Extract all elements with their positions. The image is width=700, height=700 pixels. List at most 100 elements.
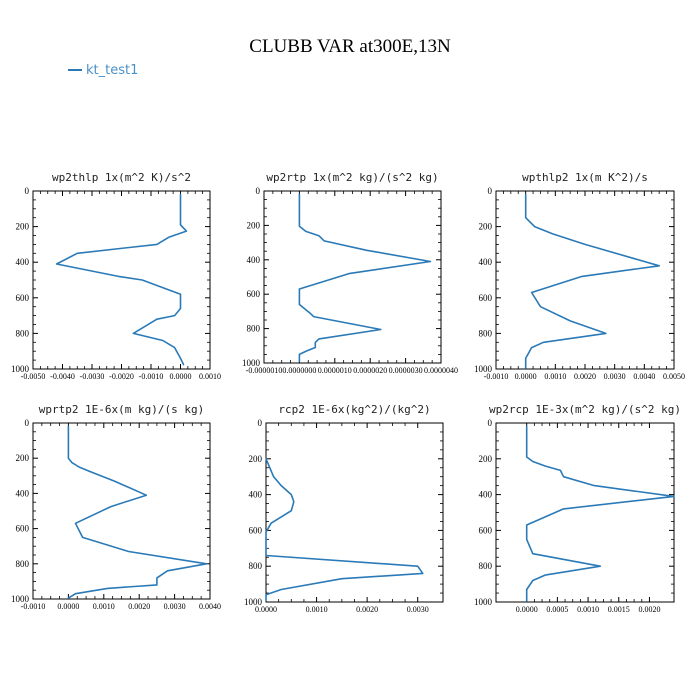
x-tick-label: 0.0030: [604, 372, 626, 381]
series-line: [265, 457, 424, 602]
panel-1: wp2thlp 1x(m^2 K)/s^202004006008001000-0…: [11, 171, 221, 381]
y-tick-label: 1000: [244, 597, 263, 607]
x-tick-label: 0.0000030: [389, 366, 423, 375]
panel-title: wp2thlp 1x(m^2 K)/s^2: [52, 171, 191, 184]
y-tick-label: 200: [247, 220, 261, 230]
legend: kt_test1: [68, 62, 138, 78]
x-tick-label: 0.0040: [199, 602, 221, 611]
panel-4: wprtp2 1E-6x(m kg)/(s kg) 0 200 400 600 800 10…: [11, 403, 221, 611]
x-tick-label: -0.0000010: [246, 366, 283, 375]
x-tick-label: -0.0020: [109, 372, 134, 381]
plot-frame: [32, 422, 211, 600]
x-tick-label: 0.0015: [608, 605, 630, 614]
plot-frame: [263, 190, 442, 364]
x-tick-label: 0.0000040: [424, 366, 458, 375]
y-tick-label: 600: [479, 293, 493, 303]
y-tick-label: 400: [249, 490, 263, 500]
plot-frame: [32, 190, 211, 370]
x-tick-label: 0.0020: [356, 605, 378, 614]
x-tick-label: 0.0010: [306, 605, 328, 614]
panel-title: wprtp2 1E-6x(m kg)/(s kg): [39, 403, 205, 416]
y-tick-label: 600: [479, 525, 493, 535]
y-tick-label: 0: [256, 186, 261, 196]
y-tick-label: 800: [16, 559, 30, 569]
x-tick-label: 0.0000000: [282, 366, 316, 375]
x-tick-label: 0.0020: [574, 372, 596, 381]
y-tick-label: 1000: [474, 597, 493, 607]
x-tick-label: 0.0010: [199, 372, 221, 381]
x-tick-label: -0.0040: [50, 372, 75, 381]
panel-6: wp2rcp 1E-3x(m^2 kg)/(s^2 kg) 0 200 400 600 8…: [474, 403, 681, 614]
y-tick-label: 800: [479, 561, 493, 571]
y-tick-label: 200: [249, 454, 263, 464]
y-tick-label: 800: [249, 561, 263, 571]
y-tick-label: 200: [479, 222, 493, 232]
x-tick-label: 0.0050: [663, 372, 685, 381]
y-tick-label: 1000: [11, 594, 30, 604]
x-tick-label: 0.0000: [255, 605, 277, 614]
y-tick-label: 600: [249, 525, 263, 535]
y-tick-label: 400: [16, 488, 30, 498]
plot-frame: [265, 422, 444, 603]
series-line: [525, 425, 675, 602]
y-tick-label: 600: [16, 293, 30, 303]
x-tick-label: -0.0010: [484, 372, 509, 381]
panel-title: rcp2 1E-6x(kg^2)/(kg^2): [278, 403, 430, 416]
x-tick-label: 0.0010: [93, 602, 115, 611]
y-tick-label: 0: [488, 418, 493, 428]
y-tick-label: 0: [25, 418, 30, 428]
y-tick-label: 1000: [474, 364, 493, 374]
plot-frame: [495, 422, 675, 603]
x-tick-label: 0.0000: [170, 372, 192, 381]
x-tick-label: 0.0000: [515, 372, 537, 381]
series-line: [524, 193, 661, 369]
panel-2: wp2rtp 1x(m^2 kg)/(s^2 kg) 0 200 400 600 800 1…: [242, 171, 458, 375]
panel-5: rcp2 1E-6x(kg^2)/(kg^2) 0 200 400 600 800 1000…: [244, 403, 444, 614]
legend-label: kt_test1: [86, 62, 139, 78]
x-tick-label: 0.0005: [546, 605, 568, 614]
x-tick-label: 0.0000: [516, 605, 538, 614]
y-tick-label: 200: [16, 222, 30, 232]
panel-title: wpthlp2 1x(m K^2)/s: [522, 171, 648, 184]
y-tick-label: 1000: [11, 364, 30, 374]
y-tick-label: 600: [247, 289, 261, 299]
x-tick-label: 0.0030: [164, 602, 186, 611]
plot-frame: [495, 190, 675, 370]
figure-title: CLUBB VAR at300E,13N: [249, 36, 451, 57]
y-tick-label: 400: [247, 255, 261, 265]
x-tick-label: 0.0000: [57, 602, 79, 611]
panel-title: wp2rtp 1x(m^2 kg)/(s^2 kg): [266, 171, 438, 184]
y-tick-label: 200: [479, 454, 493, 464]
y-tick-label: 400: [479, 490, 493, 500]
y-tick-label: 800: [16, 328, 30, 338]
x-tick-label: 0.0030: [407, 605, 429, 614]
y-tick-label: 400: [16, 257, 30, 267]
x-tick-label: -0.0050: [21, 372, 46, 381]
series-line: [298, 193, 432, 363]
y-tick-label: 1000: [242, 358, 261, 368]
x-tick-label: 0.0020: [128, 602, 150, 611]
x-tick-label: -0.0010: [21, 602, 46, 611]
y-tick-label: 200: [16, 453, 30, 463]
x-tick-label: 0.0010: [577, 605, 599, 614]
y-tick-label: 800: [247, 324, 261, 334]
y-tick-label: 0: [25, 186, 30, 196]
y-tick-label: 400: [479, 257, 493, 267]
x-tick-label: 0.0020: [638, 605, 660, 614]
series-line: [55, 193, 188, 366]
x-tick-label: 0.0010: [544, 372, 566, 381]
x-tick-label: -0.0030: [80, 372, 105, 381]
y-tick-label: 800: [479, 328, 493, 338]
y-tick-label: 600: [16, 524, 30, 534]
x-tick-label: 0.0040: [633, 372, 655, 381]
x-tick-label: -0.0010: [139, 372, 164, 381]
series-line: [67, 425, 208, 599]
panel-3: wpthlp2 1x(m K^2)/s 0 200 400 600 800 1000-0.0…: [474, 171, 685, 381]
x-tick-label: 0.0000020: [353, 366, 387, 375]
legend-line-icon: [68, 69, 82, 71]
panel-title: wp2rcp 1E-3x(m^2 kg)/(s^2 kg): [489, 403, 681, 416]
x-tick-label: 0.0000010: [318, 366, 352, 375]
y-tick-label: 0: [258, 418, 263, 428]
y-tick-label: 0: [488, 186, 493, 196]
